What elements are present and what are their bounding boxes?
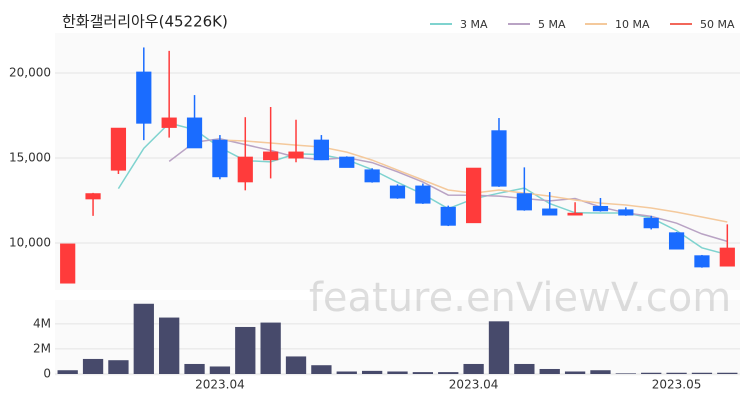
x-tick-label: 2023.04	[449, 378, 499, 392]
x-tick-label: 2023.04	[195, 378, 245, 392]
legend-label: 5 MA	[538, 18, 566, 31]
volume-bar	[159, 317, 180, 374]
ma-line	[168, 138, 728, 243]
legend-label: 10 MA	[615, 18, 650, 31]
candle-body	[288, 151, 304, 159]
volume-bar	[412, 372, 434, 374]
candle-body	[364, 169, 380, 183]
candle-body	[212, 139, 228, 178]
candle-body	[516, 193, 532, 211]
volume-bar	[615, 373, 636, 374]
candle-body	[60, 243, 76, 284]
volume-bar	[463, 363, 484, 374]
candle-body	[237, 156, 253, 183]
candle-body	[136, 71, 152, 124]
watermark: feature.enViewV.com	[309, 275, 731, 321]
volume-bar	[311, 365, 332, 374]
candle-body	[339, 156, 355, 168]
volume-bar	[133, 303, 154, 374]
candle-body	[668, 232, 685, 250]
legend-label: 3 MA	[460, 18, 488, 31]
volume-bar	[285, 356, 307, 374]
volume-bar	[209, 366, 231, 374]
volume-bar	[564, 371, 586, 374]
chart-title: 한화갤러리아우(45226K)	[62, 13, 228, 31]
candle-body	[263, 151, 279, 161]
y-tick-label: 0	[43, 367, 51, 381]
volume-bar	[641, 372, 662, 374]
candle-body	[110, 127, 127, 171]
candle-body	[85, 193, 101, 200]
y-tick-label: 4M	[33, 316, 51, 330]
y-tick-label: 2M	[33, 341, 51, 355]
volume-bar	[387, 371, 408, 374]
candle-body	[643, 217, 659, 229]
candle-body	[491, 130, 507, 187]
legend-label: 50 MA	[700, 18, 735, 31]
volume-bar	[590, 370, 611, 374]
y-tick-label: 10,000	[9, 236, 51, 250]
candle-body	[389, 185, 406, 199]
volume-bar	[108, 360, 129, 374]
candle-body	[440, 206, 456, 226]
volume-bar	[666, 372, 687, 374]
volume-bar	[82, 358, 104, 374]
volume-bar	[514, 363, 535, 374]
candle-body	[466, 167, 482, 224]
candle-body	[567, 212, 583, 216]
candle-body	[186, 117, 203, 149]
y-tick-label: 15,000	[9, 151, 51, 165]
candle-body	[313, 139, 329, 161]
candle-body	[542, 208, 558, 216]
candle-body	[415, 185, 431, 204]
volume-bar	[260, 322, 281, 374]
volume-bar	[717, 372, 738, 374]
candle-body	[592, 205, 609, 212]
volume-bar	[336, 371, 357, 374]
volume-bar	[184, 363, 205, 374]
volume-bar	[488, 321, 510, 374]
candle-body	[161, 117, 177, 128]
price-panel	[55, 33, 740, 290]
volume-bar	[691, 372, 713, 374]
volume-bar	[57, 370, 78, 374]
x-tick-label: 2023.05	[652, 378, 702, 392]
volume-bar	[361, 370, 383, 374]
candle-body	[719, 247, 735, 267]
volume-bar	[438, 372, 459, 374]
y-tick-label: 20,000	[9, 65, 51, 79]
volume-bar	[235, 326, 256, 374]
candle-body	[694, 255, 710, 268]
candle-body	[618, 209, 634, 216]
volume-bar	[539, 368, 560, 374]
